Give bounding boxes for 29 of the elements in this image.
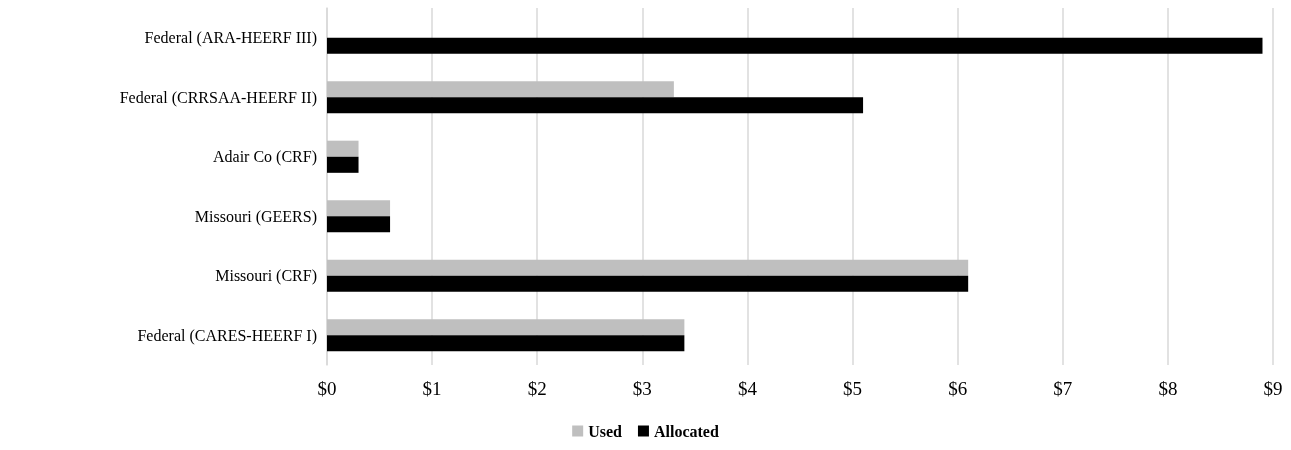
y-tick-label: Missouri (CRF) — [215, 267, 317, 286]
x-tick-label: $3 — [632, 378, 652, 399]
x-tick-label: $1 — [422, 378, 442, 399]
bar — [327, 335, 685, 352]
x-tick-label: $2 — [527, 378, 547, 399]
bar — [327, 37, 1263, 54]
y-tick-label: Federal (CRRSAA-HEERF II) — [119, 88, 317, 107]
x-tick-label: $9 — [1263, 378, 1283, 399]
bar — [327, 156, 359, 173]
legend-label: Used — [588, 422, 623, 440]
legend-label: Allocated — [653, 422, 719, 440]
bar — [327, 216, 391, 233]
x-tick-label: $7 — [1053, 378, 1073, 399]
y-tick-label: Missouri (GEERS) — [194, 207, 317, 226]
bar — [327, 275, 969, 292]
bar — [327, 259, 969, 276]
x-tick-label: $4 — [737, 378, 758, 399]
x-tick-label: $5 — [843, 378, 863, 399]
bar — [327, 140, 359, 157]
bar — [327, 81, 674, 98]
y-tick-label: Federal (ARA-HEERF III) — [144, 29, 317, 48]
bar — [327, 200, 391, 217]
x-tick-label: $6 — [948, 378, 968, 399]
x-tick-label: $8 — [1158, 378, 1178, 399]
bar — [327, 319, 685, 336]
y-tick-label: Federal (CARES-HEERF I) — [137, 326, 317, 345]
bar — [327, 97, 864, 114]
y-tick-label: Adair Co (CRF) — [213, 148, 317, 167]
x-tick-label: $0 — [317, 378, 337, 399]
